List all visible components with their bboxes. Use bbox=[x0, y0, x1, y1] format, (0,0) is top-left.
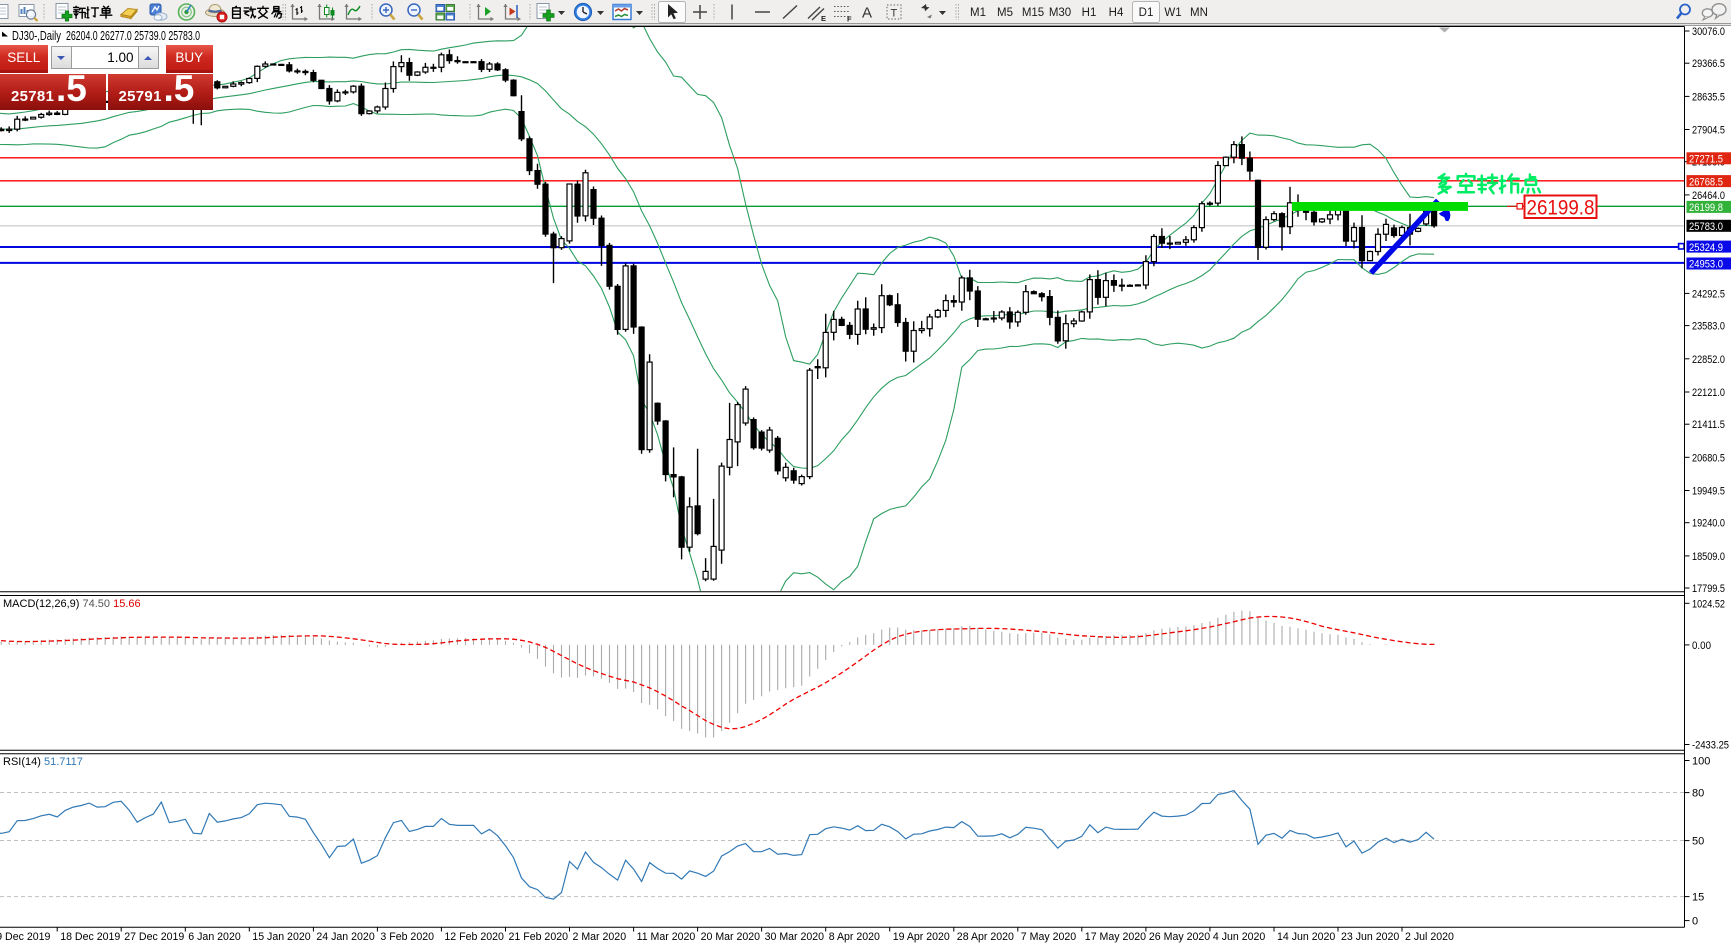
svg-text:25324.9: 25324.9 bbox=[1689, 242, 1723, 254]
svg-text:2 Mar 2020: 2 Mar 2020 bbox=[573, 931, 627, 943]
svg-text:26464.0: 26464.0 bbox=[1692, 190, 1725, 202]
svg-text:DJ30-,Daily: DJ30-,Daily bbox=[12, 29, 62, 43]
svg-text:15 Jan 2020: 15 Jan 2020 bbox=[252, 931, 310, 943]
svg-text:15: 15 bbox=[1692, 892, 1704, 904]
svg-text:26 May 2020: 26 May 2020 bbox=[1149, 931, 1210, 943]
svg-text:6 Jan 2020: 6 Jan 2020 bbox=[188, 931, 241, 943]
svg-text:24 Jan 2020: 24 Jan 2020 bbox=[316, 931, 374, 943]
svg-text:M5: M5 bbox=[997, 7, 1013, 19]
svg-text:0.00: 0.00 bbox=[1692, 640, 1711, 652]
svg-text:14 Jun 2020: 14 Jun 2020 bbox=[1277, 931, 1335, 943]
svg-text:80: 80 bbox=[1692, 788, 1704, 800]
svg-text:0: 0 bbox=[1692, 916, 1698, 928]
svg-text:21 Feb 2020: 21 Feb 2020 bbox=[509, 931, 569, 943]
svg-text:24292.5: 24292.5 bbox=[1692, 288, 1725, 300]
svg-text:A: A bbox=[862, 5, 872, 22]
svg-text:M1: M1 bbox=[970, 7, 986, 19]
svg-text:19 Apr 2020: 19 Apr 2020 bbox=[893, 931, 950, 943]
svg-text:MN: MN bbox=[1190, 7, 1208, 19]
svg-text:30076.0: 30076.0 bbox=[1692, 26, 1725, 38]
svg-text:27 Dec 2019: 27 Dec 2019 bbox=[124, 931, 184, 943]
svg-text:26199.8: 26199.8 bbox=[1527, 197, 1595, 220]
svg-text:18 Dec 2019: 18 Dec 2019 bbox=[60, 931, 120, 943]
svg-text:W1: W1 bbox=[1164, 7, 1181, 19]
svg-text:M30: M30 bbox=[1049, 7, 1071, 19]
svg-text:27904.5: 27904.5 bbox=[1692, 125, 1725, 137]
svg-text:T: T bbox=[891, 8, 898, 20]
svg-text:9 Dec 2019: 9 Dec 2019 bbox=[0, 931, 50, 943]
svg-text:H4: H4 bbox=[1109, 7, 1124, 19]
svg-text:23583.0: 23583.0 bbox=[1692, 321, 1725, 333]
svg-text:2 Jul 2020: 2 Jul 2020 bbox=[1405, 931, 1454, 943]
svg-text:MACD(12,26,9) 74.50 15.66: MACD(12,26,9) 74.50 15.66 bbox=[3, 598, 141, 610]
svg-text:12 Feb 2020: 12 Feb 2020 bbox=[444, 931, 504, 943]
svg-text:E: E bbox=[821, 14, 826, 23]
svg-text:23 Jun 2020: 23 Jun 2020 bbox=[1341, 931, 1399, 943]
svg-text:24953.0: 24953.0 bbox=[1689, 259, 1723, 271]
svg-text:30 Mar 2020: 30 Mar 2020 bbox=[765, 931, 825, 943]
svg-text:17799.5: 17799.5 bbox=[1692, 583, 1725, 595]
svg-text:22852.0: 22852.0 bbox=[1692, 354, 1725, 366]
svg-text:D1: D1 bbox=[1139, 7, 1154, 19]
svg-text:11 Mar 2020: 11 Mar 2020 bbox=[637, 931, 696, 943]
svg-text:20 Mar 2020: 20 Mar 2020 bbox=[701, 931, 761, 943]
svg-text:100: 100 bbox=[1692, 756, 1710, 768]
svg-text:RSI(14) 51.7117: RSI(14) 51.7117 bbox=[3, 756, 83, 768]
svg-text:22121.0: 22121.0 bbox=[1692, 387, 1725, 399]
svg-text:27271.5: 27271.5 bbox=[1689, 154, 1723, 166]
svg-text:18509.0: 18509.0 bbox=[1692, 551, 1725, 563]
svg-text:8 Apr 2020: 8 Apr 2020 bbox=[829, 931, 880, 943]
svg-text:21411.5: 21411.5 bbox=[1692, 419, 1725, 431]
svg-text:19949.5: 19949.5 bbox=[1692, 486, 1725, 498]
svg-text:26204.0 26277.0 25739.0 25783.: 26204.0 26277.0 25739.0 25783.0 bbox=[66, 29, 200, 43]
svg-text:28 Apr 2020: 28 Apr 2020 bbox=[957, 931, 1014, 943]
svg-text:4 Jun 2020: 4 Jun 2020 bbox=[1213, 931, 1266, 943]
svg-text:25783.0: 25783.0 bbox=[1689, 221, 1723, 233]
svg-text:M15: M15 bbox=[1022, 7, 1044, 19]
svg-text:20680.5: 20680.5 bbox=[1692, 452, 1725, 464]
svg-text:17 May 2020: 17 May 2020 bbox=[1085, 931, 1146, 943]
svg-text:19240.0: 19240.0 bbox=[1692, 518, 1725, 530]
svg-text:-2433.25: -2433.25 bbox=[1692, 740, 1729, 752]
svg-text:28635.5: 28635.5 bbox=[1692, 91, 1725, 103]
svg-text:26768.5: 26768.5 bbox=[1689, 176, 1723, 188]
svg-text:26199.8: 26199.8 bbox=[1689, 202, 1723, 214]
svg-text:50: 50 bbox=[1692, 836, 1704, 848]
svg-text:H1: H1 bbox=[1082, 7, 1097, 19]
svg-text:1024.52: 1024.52 bbox=[1692, 598, 1725, 610]
svg-text:F: F bbox=[847, 15, 852, 24]
svg-text:3 Feb 2020: 3 Feb 2020 bbox=[380, 931, 434, 943]
svg-text:7 May 2020: 7 May 2020 bbox=[1021, 931, 1076, 943]
svg-text:29366.5: 29366.5 bbox=[1692, 58, 1725, 70]
